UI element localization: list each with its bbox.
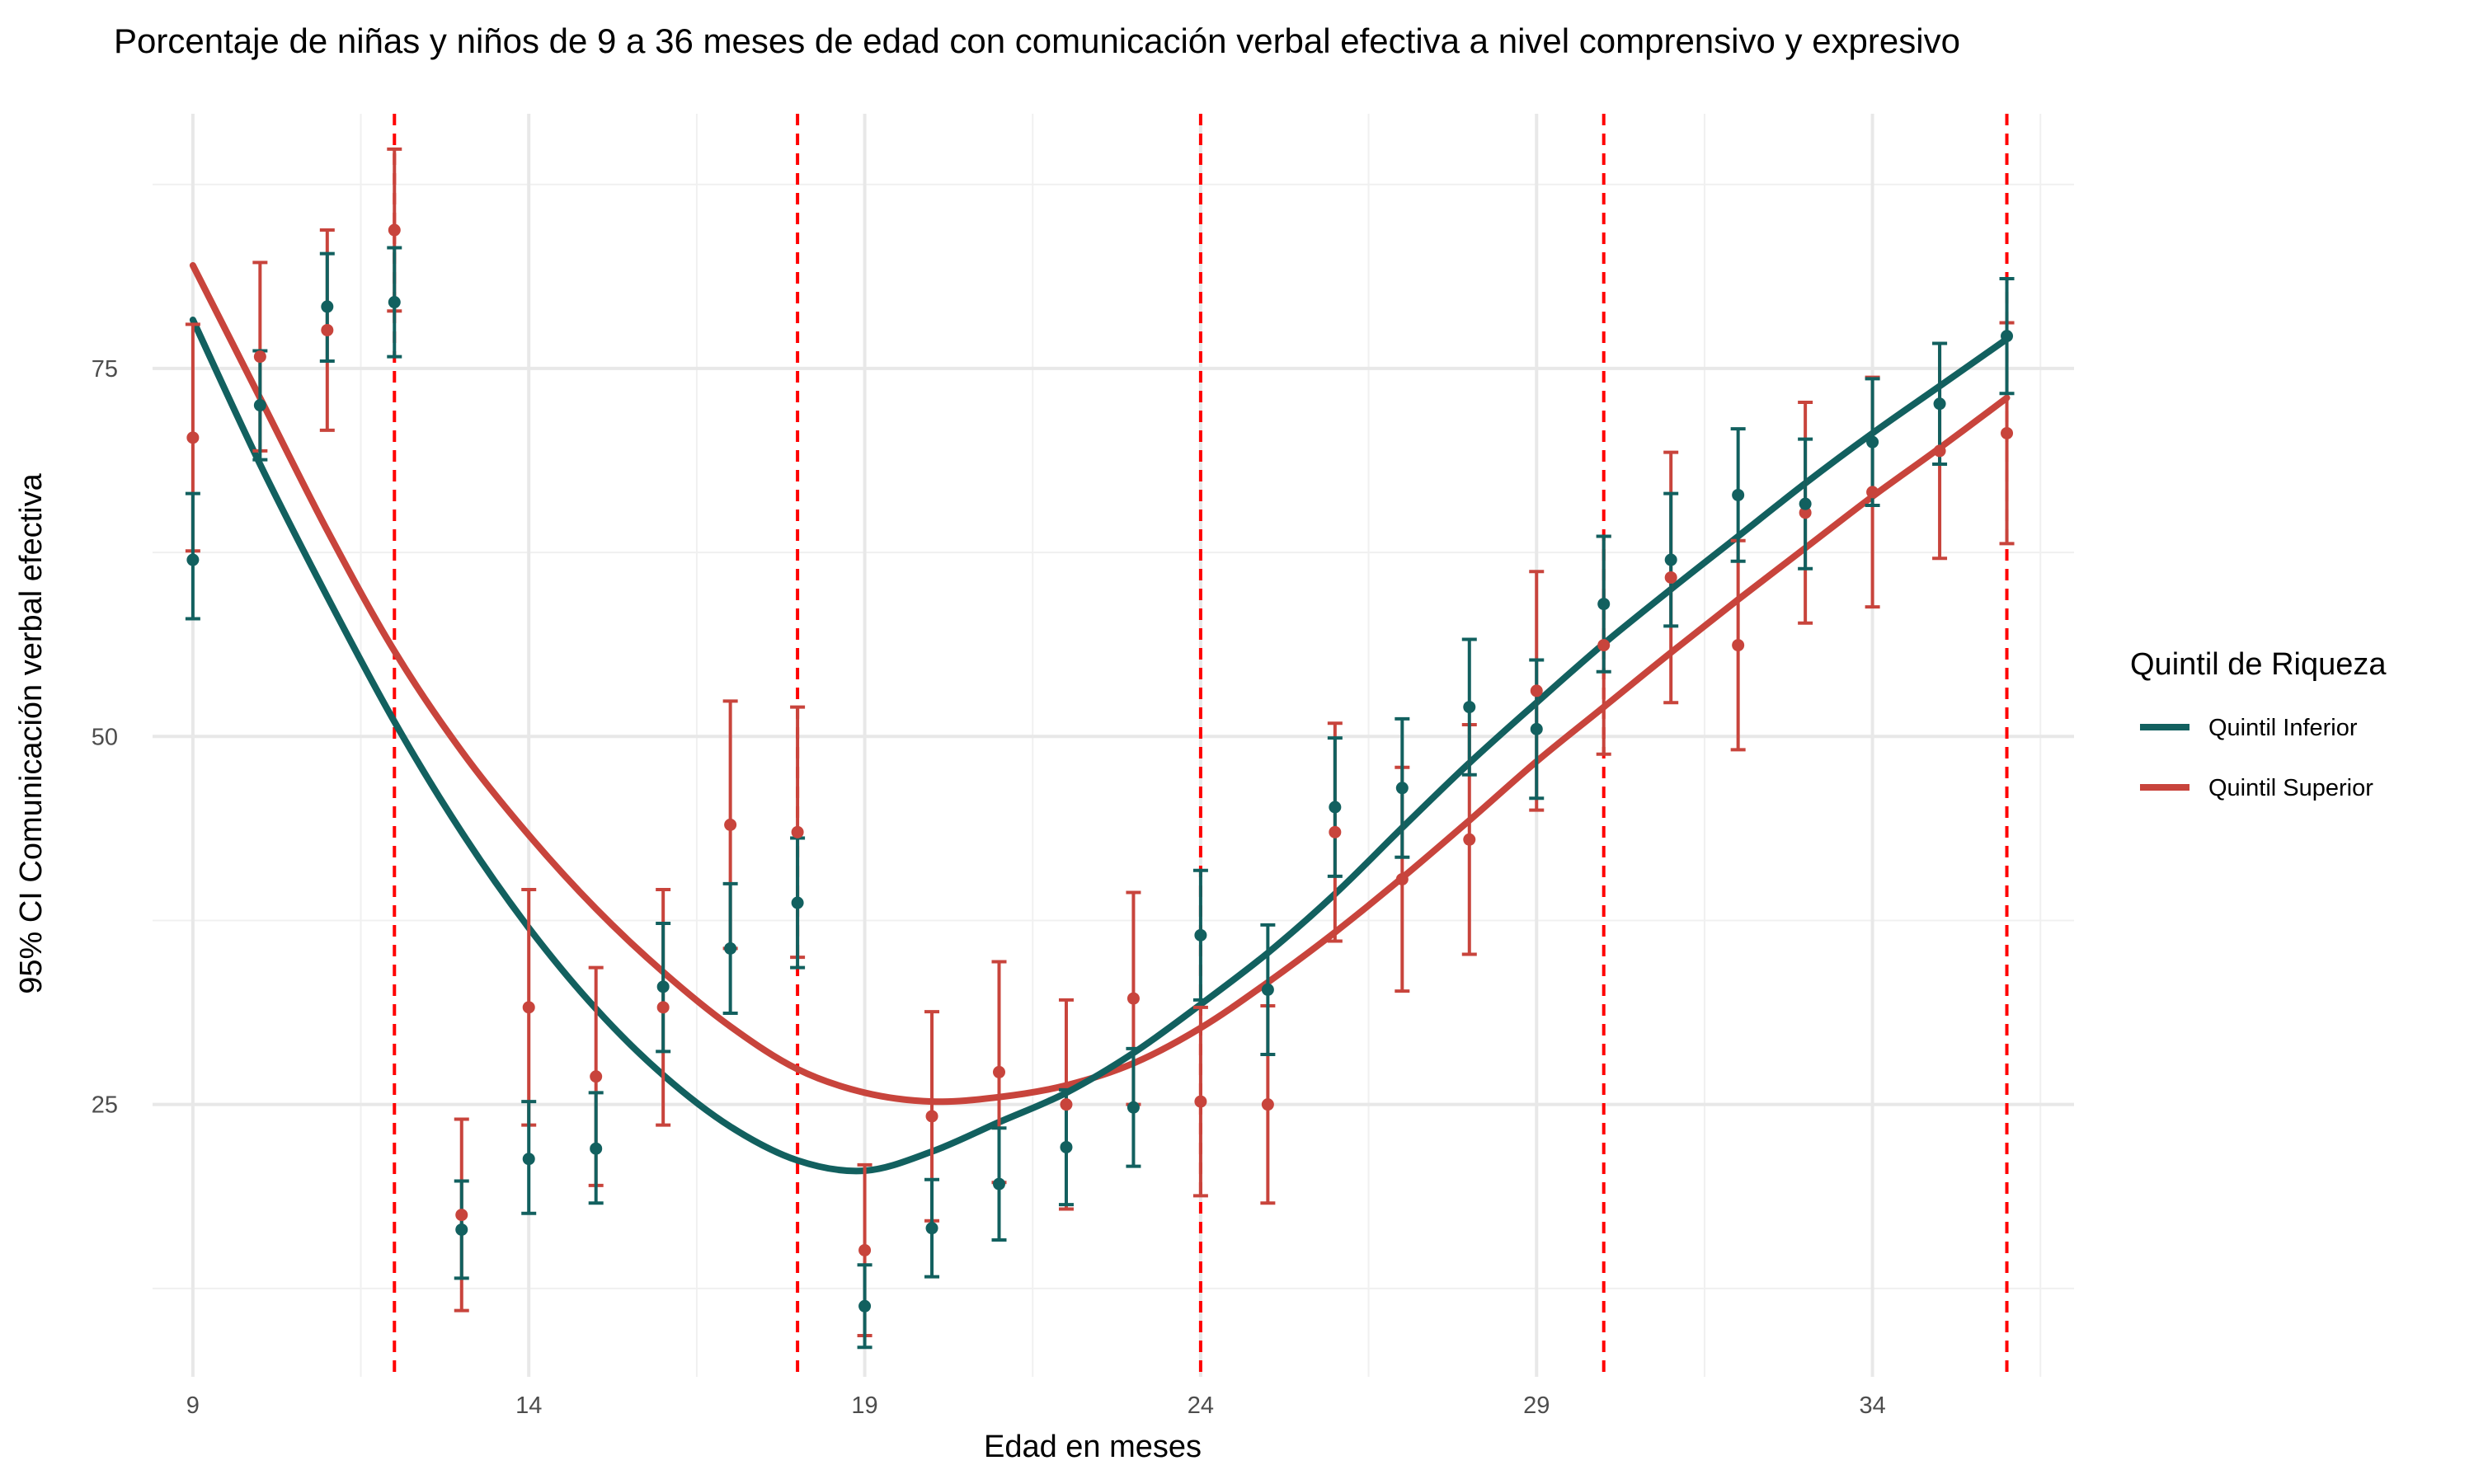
data-point-quintil-inferior [791,896,804,909]
data-point-quintil-inferior [1933,397,1946,411]
data-point-quintil-superior [1933,444,1946,458]
x-tick-label: 34 [1859,1392,1885,1419]
data-point-quintil-inferior [656,980,670,993]
data-point-quintil-superior [2001,426,2014,439]
data-point-quintil-inferior [253,399,266,412]
x-tick-label: 14 [515,1392,542,1419]
data-point-quintil-inferior [1664,553,1677,566]
data-point-quintil-inferior [1395,782,1409,795]
data-points [186,223,2014,1313]
data-point-quintil-superior [455,1209,468,1222]
data-point-quintil-superior [1395,872,1409,885]
data-point-quintil-inferior [1732,488,1745,501]
data-point-quintil-inferior [321,300,334,313]
x-tick-label: 9 [186,1392,200,1419]
y-tick-label: 50 [92,724,118,750]
x-tick-label: 29 [1523,1392,1550,1419]
data-point-quintil-superior [925,1110,938,1123]
data-point-quintil-superior [858,1243,872,1256]
x-axis-ticks: 9 14 19 24 29 34 [186,1392,1886,1419]
data-point-quintil-superior [590,1070,603,1083]
data-point-quintil-inferior [590,1142,603,1155]
data-point-quintil-superior [1194,1095,1207,1108]
data-point-quintil-inferior [724,942,737,955]
legend-label-quintil-superior: Quintil Superior [2208,775,2373,801]
data-point-quintil-superior [253,350,266,364]
data-point-quintil-superior [1060,1098,1073,1111]
data-point-quintil-inferior [1799,497,1812,510]
data-point-quintil-inferior [1530,722,1543,735]
legend-label-quintil-inferior: Quintil Inferior [2208,715,2358,741]
data-point-quintil-inferior [1329,801,1342,814]
x-axis-title: Edad en meses [984,1430,1202,1464]
data-point-quintil-superior [1664,571,1677,584]
data-point-quintil-superior [724,818,737,831]
data-point-quintil-inferior [388,296,401,309]
chart-title: Porcentaje de niñas y niños de 9 a 36 me… [114,21,1960,60]
data-point-quintil-superior [993,1065,1006,1078]
data-point-quintil-inferior [1060,1140,1073,1153]
data-point-quintil-superior [1530,684,1543,697]
data-point-quintil-superior [1126,992,1140,1005]
data-point-quintil-inferior [455,1223,468,1236]
data-point-quintil-superior [1463,833,1476,846]
data-point-quintil-inferior [1463,701,1476,714]
data-point-quintil-inferior [1597,598,1611,611]
data-point-quintil-inferior [925,1222,938,1235]
data-point-quintil-superior [186,431,200,444]
data-point-quintil-inferior [993,1177,1006,1190]
trend-line-quintil-superior [189,261,2011,1106]
data-point-quintil-superior [1597,639,1611,652]
data-point-quintil-superior [388,223,401,237]
y-axis-title: 95% CI Comunicación verbal efectiva [14,472,49,993]
data-point-quintil-inferior [858,1299,872,1313]
x-tick-label: 19 [851,1392,877,1419]
data-point-quintil-superior [1261,1098,1274,1111]
data-point-quintil-superior [522,1001,535,1014]
data-point-quintil-inferior [522,1153,535,1166]
data-point-quintil-superior [321,323,334,336]
data-point-quintil-inferior [1866,435,1879,448]
data-point-quintil-superior [656,1001,670,1014]
legend-title: Quintil de Riqueza [2130,647,2387,682]
data-point-quintil-inferior [1194,928,1207,942]
data-point-quintil-inferior [1261,983,1274,996]
y-tick-label: 75 [92,356,118,383]
data-point-quintil-inferior [186,553,200,566]
data-point-quintil-superior [1866,486,1879,499]
data-point-quintil-superior [1799,506,1812,519]
data-point-quintil-superior [791,825,804,838]
legend: Quintil de Riqueza Quintil Inferior Quin… [2130,647,2387,801]
data-point-quintil-inferior [2001,330,2014,343]
x-tick-label: 24 [1188,1392,1214,1419]
y-tick-label: 25 [92,1092,118,1119]
data-point-quintil-superior [1732,639,1745,652]
data-point-quintil-superior [1329,825,1342,838]
y-axis-ticks: 25 50 75 [92,356,118,1119]
data-point-quintil-inferior [1126,1101,1140,1114]
